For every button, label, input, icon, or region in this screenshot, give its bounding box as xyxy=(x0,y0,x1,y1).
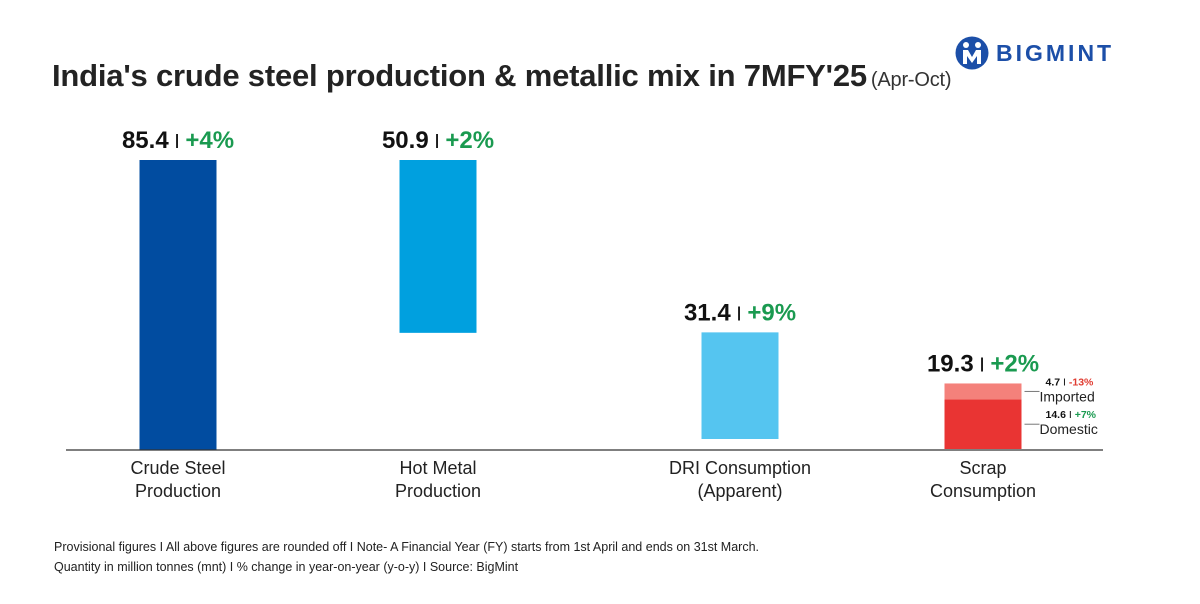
segment-name-label: Domestic xyxy=(1040,421,1098,437)
bigmint-logo: BIGMINT xyxy=(955,36,1114,70)
bar-2 xyxy=(399,160,477,333)
category-label: (Apparent) xyxy=(697,481,782,501)
segment-name-label: Imported xyxy=(1040,388,1095,404)
bigmint-logo-icon xyxy=(955,36,989,70)
bar-value-label: 85.4 I +4% xyxy=(122,127,234,154)
bar-3 xyxy=(701,332,779,439)
logo-text: BIGMINT xyxy=(996,39,1115,66)
bar-value-label: 31.4 I +9% xyxy=(684,299,796,326)
chart-subtitle: (Apr-Oct) xyxy=(870,69,952,91)
category-label: Production xyxy=(395,481,481,501)
category-label: Production xyxy=(135,481,221,501)
category-label: Consumption xyxy=(930,481,1036,501)
segment-value-label: 14.6 I +7% xyxy=(1046,409,1097,421)
bar-segment-imported xyxy=(944,383,1022,400)
category-label: Hot Metal xyxy=(399,458,476,478)
bar-value-label: 50.9 I +2% xyxy=(382,127,494,154)
footer-source: Quantity in million tonnes (mnt) I % cha… xyxy=(54,560,519,574)
segment-value-label: 4.7 I -13% xyxy=(1046,376,1095,388)
bar-value-label: 19.3 I +2% xyxy=(927,350,1039,377)
bar-segment-domestic xyxy=(944,399,1022,449)
chart-title: India's crude steel production & metalli… xyxy=(52,58,952,94)
category-label: Scrap xyxy=(959,458,1006,478)
title-text: India's crude steel production & metalli… xyxy=(52,58,867,93)
footer-note: Provisional figures I All above figures … xyxy=(54,540,759,554)
category-label: DRI Consumption xyxy=(669,458,811,478)
category-label: Crude Steel xyxy=(130,458,225,478)
bar-1 xyxy=(139,160,217,450)
